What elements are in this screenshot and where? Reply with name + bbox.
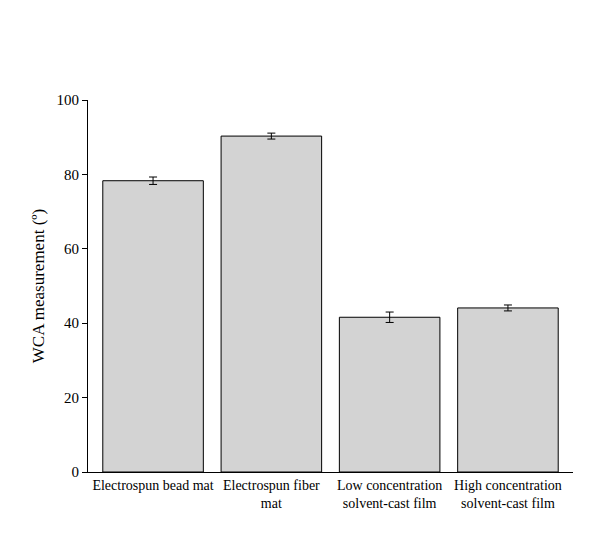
svg-text:High concentrationsolvent-cast: High concentrationsolvent-cast film <box>454 478 562 511</box>
svg-text:Electrospun bead mat: Electrospun bead mat <box>92 478 213 493</box>
svg-text:100: 100 <box>57 92 80 108</box>
svg-text:WCA measurement (º): WCA measurement (º) <box>29 209 48 363</box>
svg-text:Electrospun fibermat: Electrospun fibermat <box>223 478 320 511</box>
svg-text:60: 60 <box>64 241 79 257</box>
svg-text:20: 20 <box>64 390 79 406</box>
svg-text:40: 40 <box>64 315 79 331</box>
svg-text:80: 80 <box>64 167 79 183</box>
svg-text:0: 0 <box>72 464 80 480</box>
svg-text:Low concentrationsolvent-cast: Low concentrationsolvent-cast film <box>337 478 442 511</box>
